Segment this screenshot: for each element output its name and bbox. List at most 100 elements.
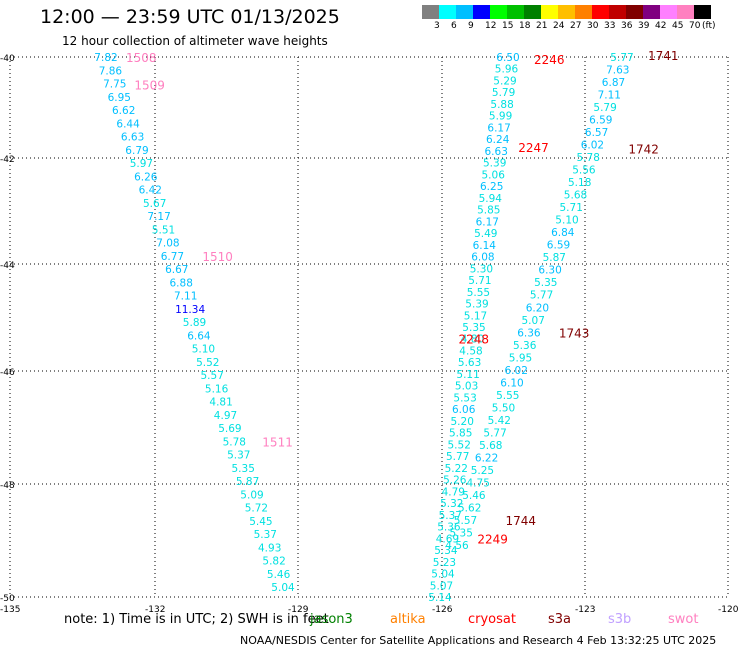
- colorbar-label: 70: [689, 21, 701, 31]
- wave-height-value: 6.77: [161, 251, 184, 263]
- wave-height-value: 5.99: [489, 111, 512, 123]
- colorbar-swatch: [507, 5, 524, 19]
- wave-height-value: 6.67: [165, 264, 188, 276]
- wave-height-value: 5.07: [522, 315, 545, 327]
- wave-height-value: 4.81: [209, 397, 232, 409]
- legend-item-jason3: jason3: [310, 612, 353, 627]
- wave-height-value: 5.96: [495, 64, 519, 76]
- legend-item-s3a: s3a: [548, 612, 572, 627]
- wave-height-value: 5.77: [530, 290, 553, 302]
- wave-height-value: 6.84: [551, 227, 575, 239]
- wave-height-value: 5.94: [479, 193, 503, 205]
- wave-height-value: 5.49: [474, 228, 497, 240]
- wave-height-value: 5.11: [456, 369, 479, 381]
- wave-height-value: 5.71: [560, 202, 583, 214]
- wave-height-value: 6.24: [486, 134, 510, 146]
- wave-height-value: 5.46: [267, 569, 291, 581]
- wave-height-value: 5.34: [434, 545, 458, 557]
- colorbar-label: 18: [519, 21, 531, 31]
- wave-height-value: 5.50: [492, 402, 515, 414]
- wave-height-value: 6.17: [476, 216, 499, 228]
- wave-height-value: 5.10: [555, 215, 578, 227]
- wave-height-value: 6.10: [500, 377, 523, 389]
- legend-item-swot: swot: [668, 612, 699, 627]
- lon-label: -126: [432, 605, 453, 615]
- wave-height-value: 6.95: [108, 92, 131, 104]
- wave-height-value: 5.67: [143, 198, 166, 210]
- wave-height-value: 5.63: [458, 357, 481, 369]
- wave-height-value: 5.69: [218, 423, 241, 435]
- time-label: 1743: [559, 326, 590, 340]
- time-label: 2246: [534, 53, 565, 67]
- wave-height-value: 5.36: [513, 340, 537, 352]
- wave-height-value: 6.22: [475, 452, 498, 464]
- time-label: 2249: [477, 532, 508, 546]
- wave-height-value: 6.63: [121, 132, 144, 144]
- wave-height-value: 5.78: [223, 436, 246, 448]
- wave-height-value: 6.87: [602, 77, 625, 89]
- wave-height-value: 5.85: [477, 205, 500, 217]
- colorbar-label: 36: [621, 21, 633, 31]
- colorbar-swatch: [541, 5, 558, 19]
- wave-height-value: 5.77: [483, 427, 506, 439]
- lon-label: -132: [145, 605, 165, 615]
- colorbar-label: 9: [468, 21, 474, 31]
- wave-height-value: 6.42: [139, 185, 162, 197]
- colorbar-swatch: [609, 5, 626, 19]
- wave-height-value: 5.97: [130, 158, 153, 170]
- wave-height-value: 6.26: [134, 171, 158, 183]
- wave-height-value: 7.82: [94, 52, 117, 64]
- wave-height-value: 5.46: [462, 490, 486, 502]
- wave-height-value: 5.79: [492, 87, 515, 99]
- wave-height-value: 11.34: [175, 304, 205, 316]
- time-label: 1511: [262, 435, 293, 449]
- wave-height-value: 5.39: [465, 299, 488, 311]
- wave-height-value: 7.63: [606, 65, 629, 77]
- wave-height-value: 5.51: [152, 224, 175, 236]
- wave-height-value: 6.59: [547, 240, 570, 252]
- colorbar-swatch: [456, 5, 473, 19]
- wave-height-value: 4.69: [436, 533, 459, 545]
- legend-item-s3b: s3b: [608, 612, 632, 627]
- wave-height-value: 6.36: [517, 327, 541, 339]
- wave-height-value: 5.62: [458, 503, 481, 515]
- wave-height-value: 6.79: [125, 145, 148, 157]
- wave-height-value: 5.17: [464, 310, 487, 322]
- wave-height-value: 4.97: [214, 410, 237, 422]
- wave-height-value: 6.63: [485, 146, 508, 158]
- wave-height-value: 5.26: [443, 475, 467, 487]
- colorbar: [422, 5, 711, 19]
- colorbar-swatch: [422, 5, 439, 19]
- colorbar-swatch: [524, 5, 541, 19]
- wave-height-value: 7.75: [103, 79, 126, 91]
- colorbar-label: 30: [587, 21, 599, 31]
- lon-label: -120: [718, 605, 739, 615]
- wave-height-value: 5.68: [479, 440, 502, 452]
- legend-item-altika: altika: [390, 612, 426, 627]
- wave-height-value: 5.87: [236, 476, 259, 488]
- colorbar-swatch: [490, 5, 507, 19]
- wave-height-value: 5.35: [534, 277, 557, 289]
- wave-height-value: 5.35: [462, 322, 485, 334]
- time-label: 2247: [518, 141, 549, 155]
- wave-height-value: 6.02: [581, 140, 604, 152]
- wave-height-value: 5.77: [610, 52, 633, 64]
- map-title: 12:00 — 23:59 UTC 01/13/2025: [40, 6, 340, 28]
- wave-height-value: 5.03: [455, 381, 478, 393]
- colorbar-label: 33: [604, 21, 616, 31]
- wave-height-value: 6.57: [585, 127, 608, 139]
- wave-height-value: 6.59: [589, 115, 612, 127]
- wave-height-value: 5.14: [428, 592, 452, 604]
- wave-height-value: 5.79: [593, 102, 616, 114]
- colorbar-swatch: [677, 5, 694, 19]
- wave-height-value: 5.16: [205, 383, 229, 395]
- wave-height-value: 5.30: [470, 263, 493, 275]
- wave-height-value: 5.85: [449, 428, 472, 440]
- wave-height-value: 5.53: [453, 392, 476, 404]
- wave-height-value: 6.64: [187, 330, 211, 342]
- wave-height-value: 5.68: [564, 190, 587, 202]
- wave-height-value: 7.11: [598, 90, 621, 102]
- wave-height-value: 5.87: [543, 252, 566, 264]
- colorbar-swatch: [558, 5, 575, 19]
